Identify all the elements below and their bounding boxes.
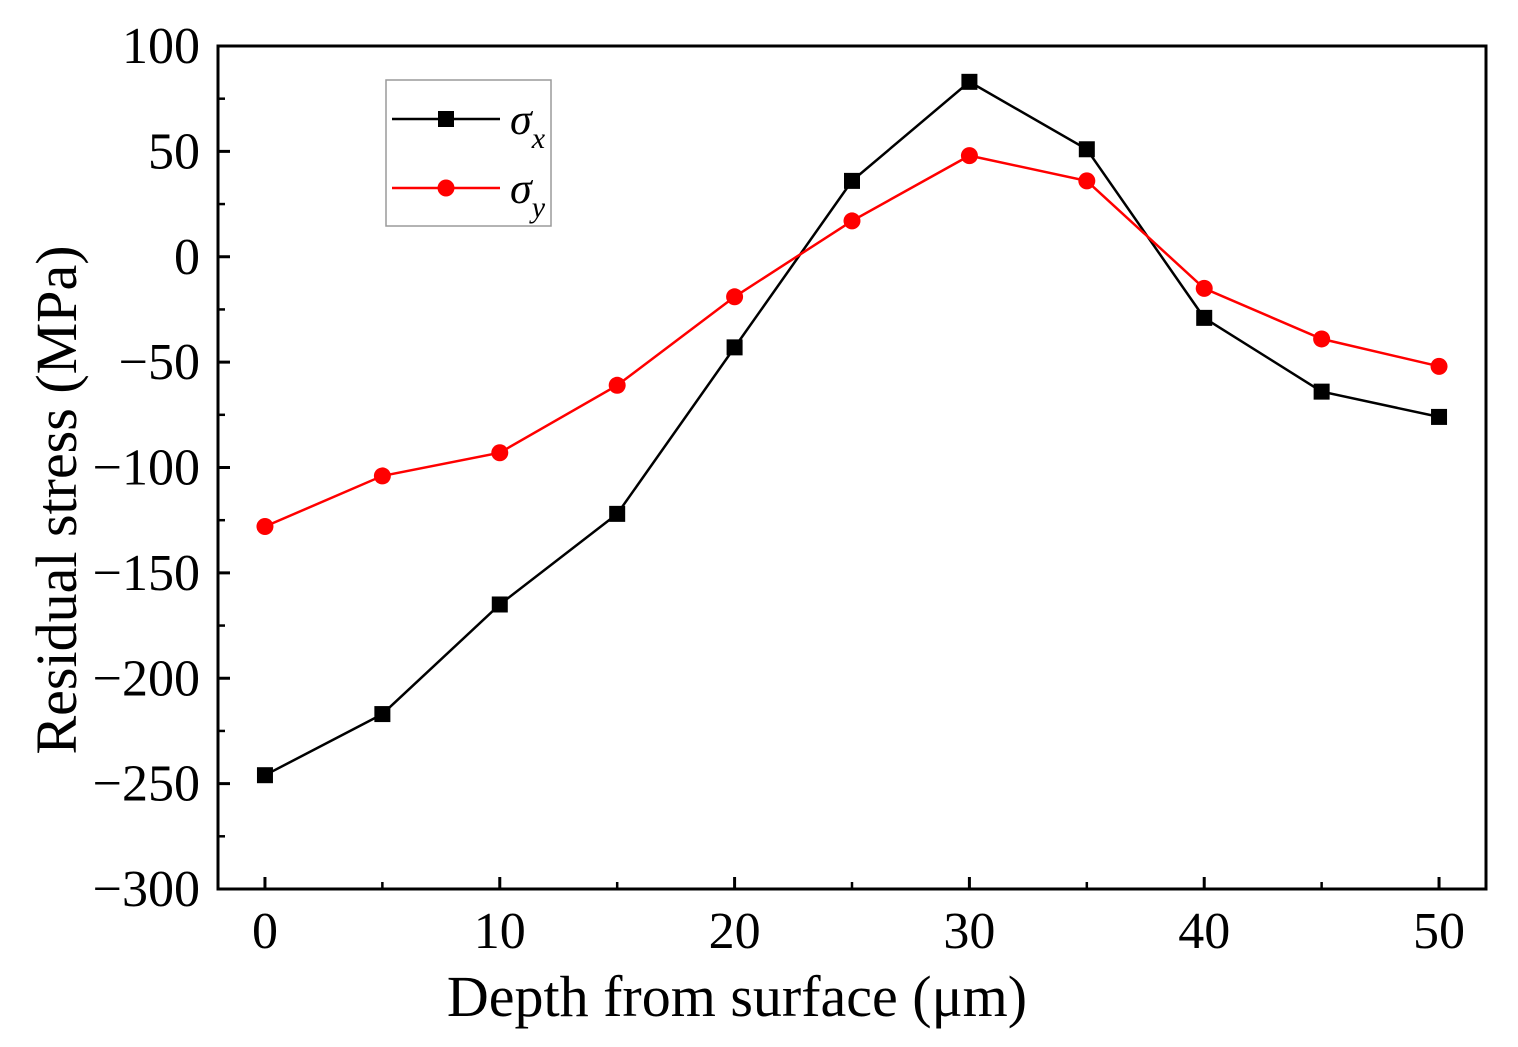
x-tick-label: 40: [1178, 903, 1230, 960]
data-point: [1431, 408, 1448, 425]
data-point: [726, 339, 743, 356]
x-tick-label: 30: [943, 903, 995, 960]
data-point: [374, 706, 391, 723]
series-layer: [256, 73, 1448, 784]
y-tick-label: −250: [93, 756, 200, 813]
series-1: [256, 73, 1448, 784]
data-point: [1078, 172, 1096, 190]
data-point: [1430, 357, 1448, 375]
y-tick-label: 50: [148, 123, 200, 180]
y-axis-label: Residual stress (MPa): [24, 245, 89, 754]
y-tick-label: −100: [93, 440, 200, 497]
data-point: [491, 444, 509, 462]
y-tick-label: 100: [122, 18, 200, 75]
y-tick-label: −200: [93, 650, 200, 707]
x-tick-label: 50: [1413, 903, 1465, 960]
data-point: [1078, 141, 1095, 158]
data-point: [961, 73, 978, 90]
data-point: [256, 518, 274, 536]
legend-box: [385, 79, 552, 227]
y-tick-label: −150: [93, 545, 200, 602]
data-point: [1195, 279, 1213, 297]
data-point: [843, 212, 861, 230]
data-point: [726, 288, 744, 306]
data-point: [491, 596, 508, 613]
data-point: [1196, 309, 1213, 326]
y-tick-label: 0: [174, 229, 200, 286]
data-point: [960, 147, 978, 165]
x-tick-label: 20: [709, 903, 761, 960]
data-point: [256, 767, 273, 784]
data-point: [1313, 330, 1331, 348]
data-point: [1313, 383, 1330, 400]
data-point: [608, 376, 626, 394]
x-tick-label: 0: [252, 903, 278, 960]
y-tick-label: −50: [119, 334, 200, 391]
data-point: [609, 505, 626, 522]
x-tick-label: 10: [474, 903, 526, 960]
axes-layer: 100 50 0 −50 −100 −150 −200 −250 −300 0 10 20 30 40 50: [93, 18, 1488, 960]
data-point: [373, 467, 391, 485]
data-point: [844, 172, 860, 189]
legend-marker: [437, 179, 455, 197]
series-2: [256, 147, 1448, 536]
legend-marker: [438, 111, 454, 127]
y-tick-label: −300: [93, 861, 200, 918]
x-axis-label: Depth from surface (μm): [447, 964, 1027, 1029]
